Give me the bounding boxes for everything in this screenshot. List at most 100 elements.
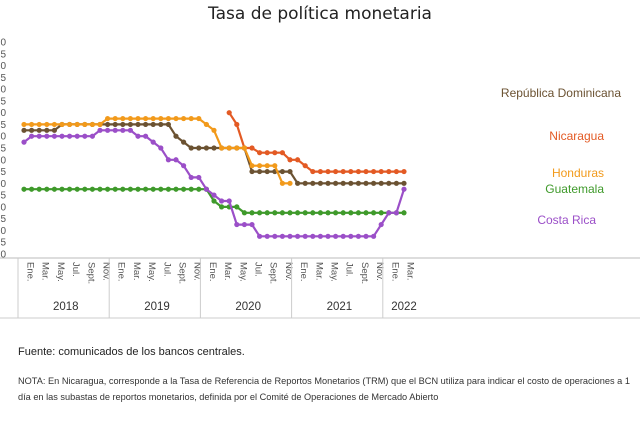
series-nicaragua — [226, 110, 407, 175]
x-tick-label: May. — [237, 262, 248, 282]
data-point — [196, 145, 202, 151]
y-tick-label: 0 — [0, 85, 6, 96]
data-point — [386, 180, 392, 186]
data-point — [29, 186, 35, 192]
data-point — [241, 210, 247, 216]
data-point — [143, 121, 149, 128]
x-tick-label: May. — [329, 262, 340, 282]
x-tick-label: Nov. — [283, 262, 294, 281]
data-point — [393, 180, 399, 186]
data-point — [333, 168, 339, 175]
data-point — [340, 180, 346, 186]
x-tick-label: Sept. — [268, 262, 279, 284]
data-point — [150, 186, 156, 192]
data-point — [295, 233, 301, 239]
series-label: Nicaragua — [549, 129, 604, 143]
data-point — [386, 210, 392, 216]
year-label: 2022 — [391, 301, 417, 313]
x-tick-label: May. — [146, 262, 157, 282]
data-point — [302, 233, 308, 239]
data-point — [302, 163, 308, 169]
data-point — [143, 115, 149, 122]
data-point — [211, 145, 217, 151]
data-point — [44, 121, 50, 128]
data-point — [219, 145, 225, 151]
series-label: Costa Rica — [537, 213, 596, 227]
data-point — [295, 180, 301, 186]
data-point — [264, 168, 270, 175]
data-point — [127, 186, 133, 192]
data-point — [325, 233, 331, 239]
data-point — [348, 180, 354, 186]
x-tick-label: Mar. — [40, 262, 51, 280]
data-point — [378, 221, 384, 228]
data-point — [127, 115, 133, 122]
data-point — [150, 121, 156, 128]
data-point — [363, 168, 369, 175]
data-point — [363, 180, 369, 186]
data-point — [97, 127, 103, 133]
data-point — [378, 180, 384, 186]
data-point — [89, 186, 95, 192]
data-point — [226, 110, 232, 116]
x-tick-label: Jul. — [70, 262, 81, 277]
data-point — [310, 233, 316, 239]
data-point — [287, 168, 293, 175]
y-tick-label: 0 — [0, 132, 6, 143]
data-point — [82, 186, 88, 192]
series-line — [228, 112, 404, 173]
x-tick-label: Mar. — [405, 262, 416, 280]
data-point — [44, 127, 50, 133]
data-point — [36, 127, 42, 133]
data-point — [82, 121, 88, 128]
data-point — [302, 180, 308, 186]
data-point — [158, 186, 164, 192]
data-point — [401, 180, 407, 186]
data-point — [173, 115, 179, 122]
data-point — [150, 115, 156, 122]
data-point — [257, 163, 263, 169]
year-label: 2020 — [235, 301, 261, 313]
data-point — [59, 121, 65, 128]
x-tick-label: Nov. — [101, 262, 112, 281]
data-point — [249, 145, 255, 151]
data-point — [333, 180, 339, 186]
data-point — [348, 168, 354, 175]
data-point — [257, 233, 263, 239]
x-tick-label: Ene. — [389, 262, 400, 282]
data-point — [264, 210, 270, 216]
source-note: Fuente: comunicados de los bancos centra… — [18, 346, 245, 358]
data-point — [59, 186, 65, 192]
data-point — [188, 186, 194, 192]
data-point — [143, 133, 149, 139]
data-point — [173, 186, 179, 192]
data-point — [234, 121, 240, 128]
x-tick-label: Ene. — [207, 262, 218, 282]
data-point — [348, 233, 354, 239]
data-point — [401, 168, 407, 175]
y-tick-label: 5 — [0, 214, 6, 225]
data-point — [264, 233, 270, 239]
data-point — [272, 150, 278, 156]
series-label: República Dominicana — [501, 86, 621, 100]
data-point — [302, 210, 308, 216]
data-point — [51, 133, 58, 139]
data-point — [74, 186, 80, 192]
data-point — [401, 186, 407, 192]
data-point — [120, 121, 126, 128]
data-point — [203, 186, 209, 192]
data-point — [67, 133, 73, 139]
data-point — [105, 115, 111, 122]
data-point — [279, 210, 285, 216]
data-point — [363, 233, 369, 239]
data-point — [279, 150, 285, 156]
data-point — [393, 210, 399, 216]
y-tick-label: 5 — [0, 238, 6, 249]
data-point — [257, 168, 263, 175]
data-point — [165, 121, 171, 128]
data-point — [150, 139, 156, 145]
x-tick-label: Mar. — [313, 262, 324, 280]
data-point — [234, 145, 240, 151]
data-point — [272, 210, 278, 216]
year-label: 2018 — [53, 301, 79, 313]
